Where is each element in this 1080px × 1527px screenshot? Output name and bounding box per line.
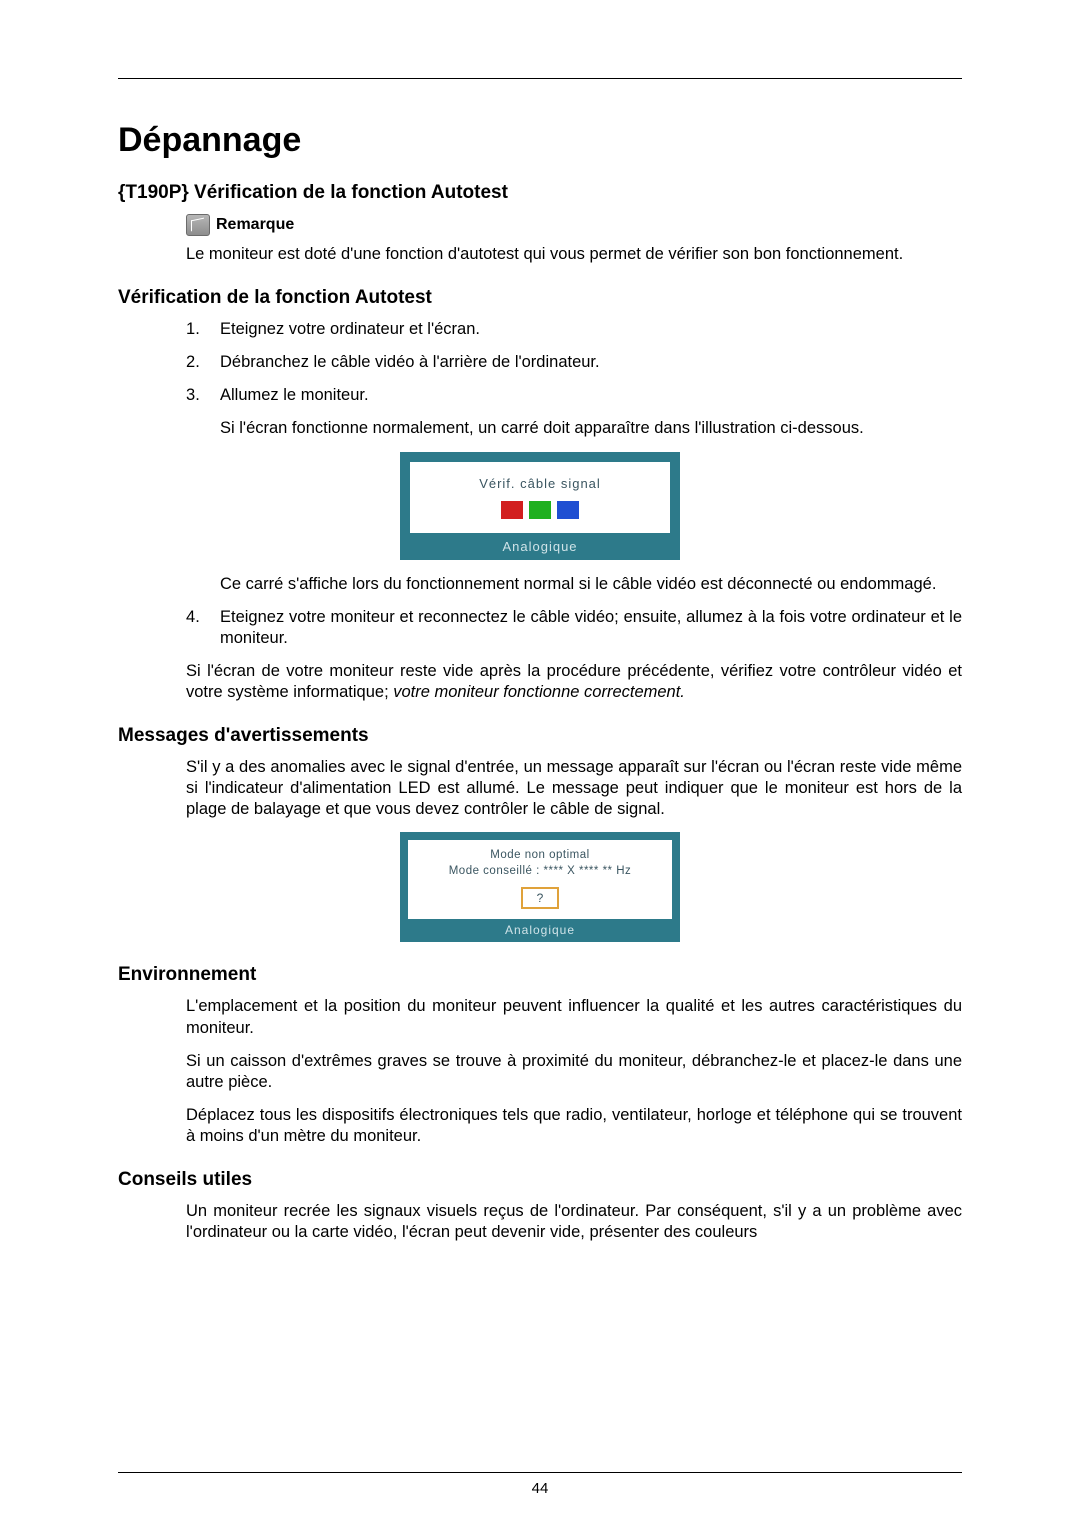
- top-divider: [118, 78, 962, 79]
- figure2-panel: Mode non optimal Mode conseillé : **** X…: [408, 840, 672, 919]
- page-title: Dépannage: [118, 121, 962, 160]
- rgb-squares: [410, 501, 670, 519]
- note-text: Le moniteur est doté d'une fonction d'au…: [186, 244, 962, 265]
- tips-paragraph-1: Un moniteur recrée les signaux visuels r…: [186, 1201, 962, 1243]
- figure-check-cable: Vérif. câble signal Analogique: [118, 452, 962, 560]
- figure1-frame: Vérif. câble signal Analogique: [400, 452, 680, 560]
- step-item: Allumez le moniteur.: [186, 385, 962, 406]
- figure-not-optimal: Mode non optimal Mode conseillé : **** X…: [118, 832, 962, 942]
- closing-paragraph: Si l'écran de votre moniteur reste vide …: [186, 661, 962, 703]
- document-page: Dépannage {T190P} Vérification de la fon…: [0, 0, 1080, 1243]
- bottom-divider: [118, 1472, 962, 1473]
- steps-list-continued: Eteignez votre moniteur et reconnectez l…: [186, 607, 962, 649]
- figure2-frame: Mode non optimal Mode conseillé : **** X…: [400, 832, 680, 942]
- closing-italic: votre moniteur fonctionne correctement.: [393, 683, 685, 701]
- env-paragraph-2: Si un caisson d'extrêmes graves se trouv…: [186, 1051, 962, 1093]
- note-icon: [186, 214, 210, 236]
- step-item: Eteignez votre ordinateur et l'écran.: [186, 319, 962, 340]
- section-heading-autotest: Vérification de la fonction Autotest: [118, 287, 962, 309]
- figure2-question-box: ?: [521, 887, 560, 909]
- env-paragraph-1: L'emplacement et la position du moniteur…: [186, 996, 962, 1038]
- figure2-footer: Analogique: [408, 919, 672, 937]
- figure2-line1: Mode non optimal: [408, 848, 672, 864]
- section-heading-autotest-t190p: {T190P} Vérification de la fonction Auto…: [118, 182, 962, 204]
- step-subtext: Si l'écran fonctionne normalement, un ca…: [220, 418, 962, 439]
- step-item: Débranchez le câble vidéo à l'arrière de…: [186, 352, 962, 373]
- figure1-panel: Vérif. câble signal: [410, 462, 670, 533]
- section-heading-tips: Conseils utiles: [118, 1169, 962, 1191]
- env-paragraph-3: Déplacez tous les dispositifs électroniq…: [186, 1105, 962, 1147]
- step-item: Eteignez votre moniteur et reconnectez l…: [186, 607, 962, 649]
- figure1-text: Vérif. câble signal: [410, 476, 670, 491]
- red-square: [501, 501, 523, 519]
- step-subtext: Ce carré s'affiche lors du fonctionnemen…: [220, 574, 962, 595]
- blue-square: [557, 501, 579, 519]
- note-row: Remarque: [186, 214, 962, 236]
- note-label: Remarque: [216, 216, 294, 234]
- figure2-line2: Mode conseillé : **** X **** ** Hz: [408, 864, 672, 880]
- green-square: [529, 501, 551, 519]
- steps-list: Eteignez votre ordinateur et l'écran. Dé…: [186, 319, 962, 406]
- section-heading-warnings: Messages d'avertissements: [118, 725, 962, 747]
- figure1-footer: Analogique: [410, 533, 670, 554]
- warnings-paragraph: S'il y a des anomalies avec le signal d'…: [186, 757, 962, 820]
- page-number: 44: [0, 1480, 1080, 1497]
- section-heading-environment: Environnement: [118, 964, 962, 986]
